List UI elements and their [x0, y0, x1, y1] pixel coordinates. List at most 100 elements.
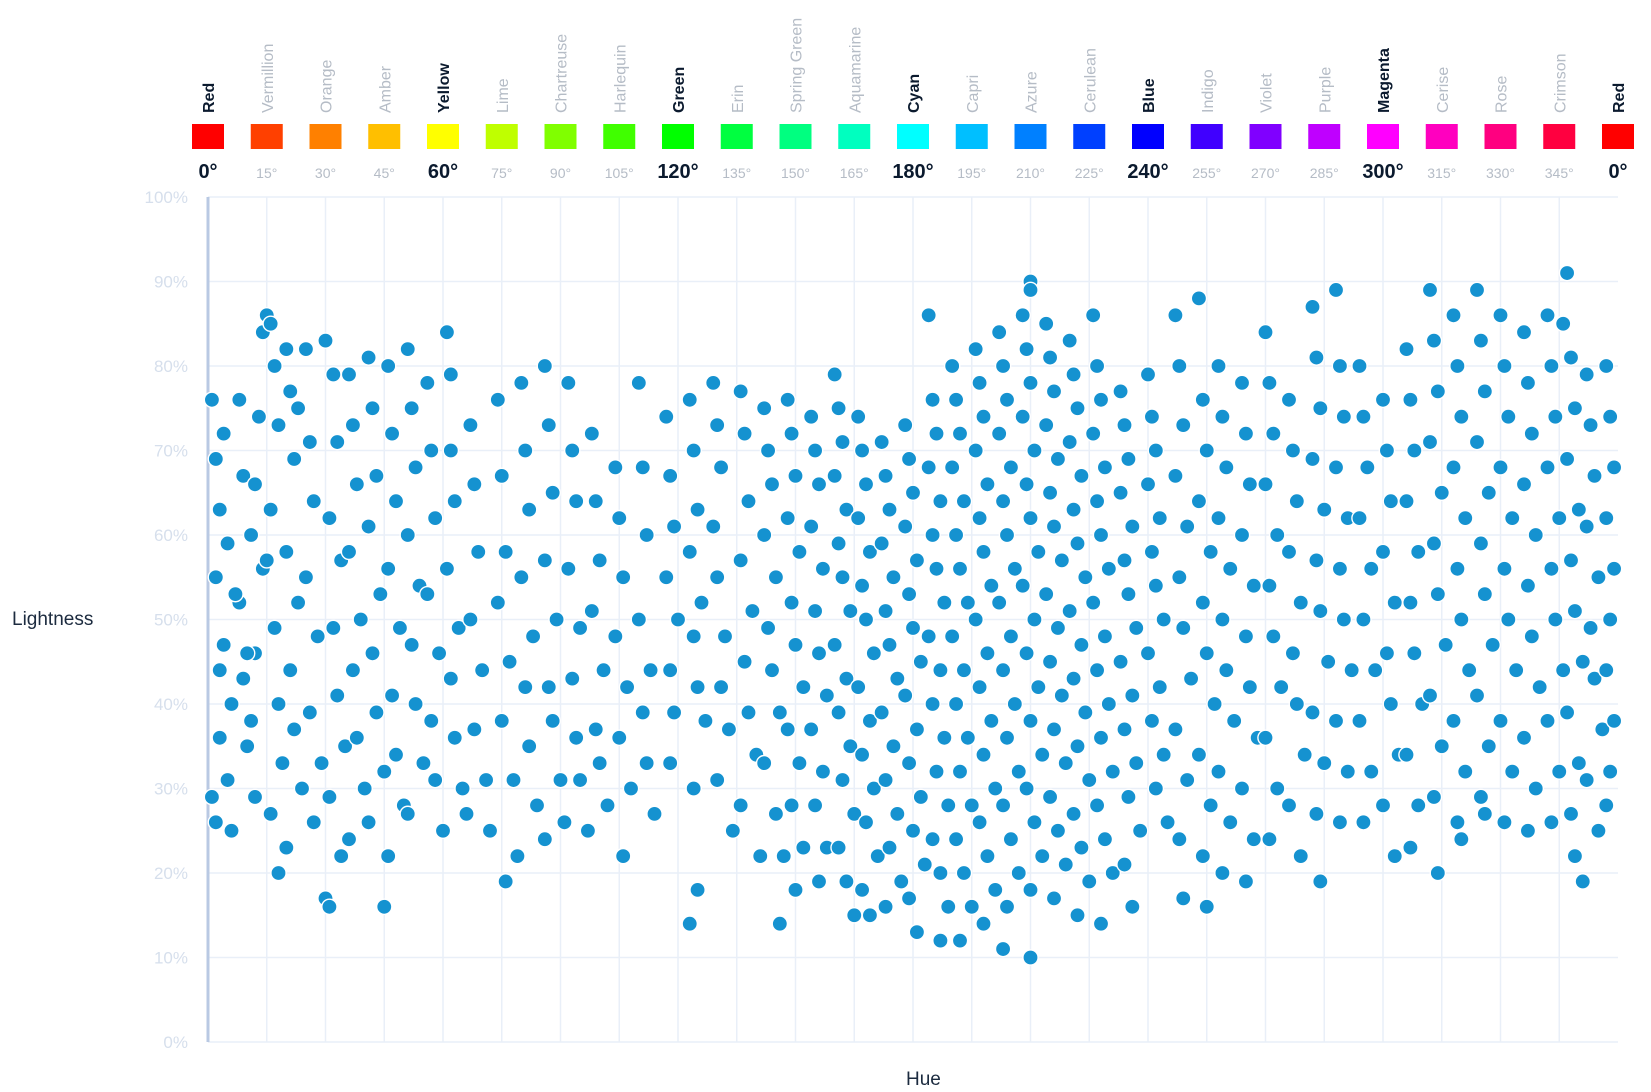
data-point — [994, 797, 1012, 814]
grid — [207, 196, 1618, 1043]
data-point — [426, 509, 444, 527]
data-point — [932, 492, 949, 510]
data-point — [689, 881, 706, 899]
data-point — [305, 492, 323, 510]
data-point — [1112, 653, 1129, 671]
data-point — [1268, 780, 1286, 797]
data-point — [442, 442, 460, 459]
data-point — [1116, 856, 1133, 873]
data-point — [1261, 374, 1278, 392]
data-point — [791, 754, 808, 772]
data-point — [1139, 475, 1157, 493]
hue-swatch — [1602, 124, 1634, 149]
data-point — [1174, 890, 1192, 907]
data-point — [1112, 484, 1129, 502]
data-point — [979, 645, 996, 662]
data-point — [975, 915, 992, 933]
data-point — [685, 442, 702, 459]
data-point — [912, 653, 930, 671]
data-point — [842, 602, 859, 620]
data-point — [571, 619, 589, 637]
data-point — [587, 721, 605, 738]
data-point — [446, 492, 464, 510]
hue-swatch — [662, 124, 694, 149]
data-point — [262, 805, 279, 823]
data-point — [1402, 594, 1419, 611]
data-point — [297, 568, 315, 586]
data-point — [1484, 636, 1501, 654]
hue-swatch — [1367, 124, 1399, 149]
data-point — [1214, 408, 1231, 426]
hue-degree-label: 0° — [198, 161, 217, 183]
data-point — [473, 661, 491, 679]
data-point — [1139, 645, 1157, 662]
data-point — [1335, 611, 1353, 628]
data-point — [990, 425, 1008, 442]
data-point — [1574, 873, 1592, 890]
data-point — [1449, 357, 1466, 375]
data-point — [466, 721, 483, 738]
hue-name-label: Lime — [495, 78, 512, 113]
data-point — [928, 425, 945, 442]
hue-swatch — [1014, 124, 1047, 149]
data-point — [234, 467, 252, 485]
data-point — [795, 678, 812, 696]
hue-degree-label: 270° — [1251, 165, 1280, 181]
data-point — [1378, 645, 1396, 662]
data-point — [509, 847, 526, 865]
data-point — [1182, 670, 1200, 687]
data-point — [763, 661, 781, 679]
data-point — [830, 535, 847, 552]
data-point — [1550, 509, 1568, 527]
data-point — [975, 543, 992, 561]
data-point — [219, 771, 236, 789]
data-point — [579, 822, 597, 840]
data-point — [1147, 577, 1165, 595]
hue-name-label: Erin — [730, 85, 747, 113]
hue-degree-label: 105° — [605, 165, 634, 181]
data-point — [724, 822, 742, 840]
hue-degree-label: 90° — [550, 165, 571, 181]
data-point — [1515, 729, 1533, 747]
data-point — [614, 847, 632, 865]
data-point — [994, 940, 1012, 958]
data-point — [740, 704, 757, 721]
data-point — [1539, 712, 1556, 730]
data-point — [1245, 577, 1263, 595]
hue-swatch — [427, 124, 459, 149]
data-point — [567, 492, 585, 510]
hue-degree-label: 30° — [315, 165, 336, 181]
hue-name-label: Spring Green — [789, 18, 806, 113]
data-point — [865, 645, 883, 662]
data-point — [1045, 890, 1063, 907]
data-point — [313, 754, 330, 772]
data-point — [1233, 780, 1251, 797]
data-point — [1073, 636, 1090, 654]
data-point — [877, 467, 894, 485]
hue-name-label: Crimson — [1552, 53, 1569, 113]
data-point — [994, 492, 1012, 510]
data-point — [630, 611, 648, 628]
data-point — [1445, 306, 1462, 324]
data-point — [998, 526, 1016, 544]
data-point — [928, 763, 945, 780]
data-point — [215, 425, 232, 442]
hue-swatch — [1308, 124, 1341, 149]
data-point — [360, 814, 377, 831]
hue-name-label: Purple — [1317, 67, 1334, 113]
data-point — [1088, 492, 1106, 510]
data-point — [1355, 611, 1372, 628]
data-point — [1507, 661, 1525, 679]
data-point — [657, 408, 675, 426]
data-point — [469, 543, 487, 561]
data-point — [1445, 459, 1462, 476]
hue-swatch — [897, 124, 929, 149]
data-point — [744, 602, 761, 620]
data-point — [415, 754, 432, 772]
data-point — [736, 653, 753, 671]
data-point — [1605, 712, 1623, 730]
data-point — [900, 890, 918, 907]
data-point — [1543, 814, 1560, 831]
data-point — [1331, 814, 1349, 831]
